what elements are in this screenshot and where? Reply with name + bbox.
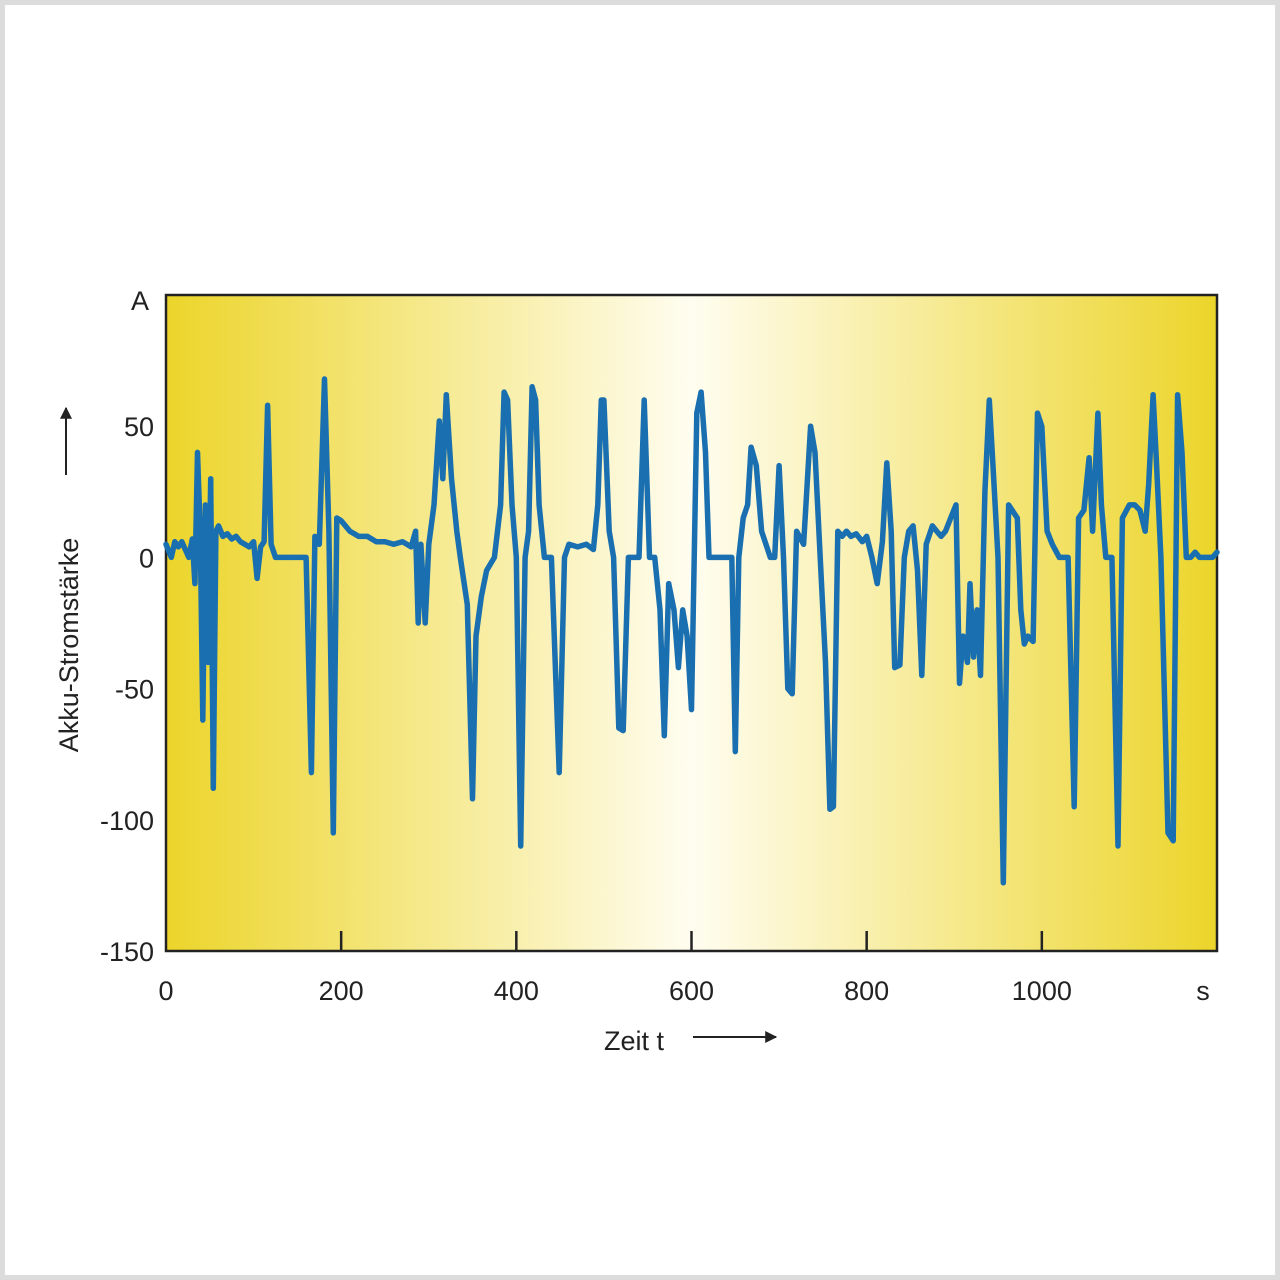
y-tick-label: 50	[124, 412, 154, 442]
x-unit-label: s	[1196, 976, 1210, 1006]
x-axis-ticks: 0 200 400 600 800 1000	[158, 931, 1072, 1006]
y-tick-label: 0	[139, 543, 154, 573]
y-axis-title: Akku-Stromstärke	[54, 406, 84, 753]
y-unit-label: A	[131, 286, 149, 316]
x-tick-label: 200	[319, 976, 364, 1006]
y-tick-label: -50	[115, 675, 154, 705]
x-tick-label: 1000	[1012, 976, 1072, 1006]
y-axis-ticks: 50 0 -50 -100 -150	[100, 412, 154, 967]
x-tick-label: 800	[844, 976, 889, 1006]
y-tick-label: -150	[100, 937, 154, 967]
x-tick-label: 600	[669, 976, 714, 1006]
x-axis-label: Zeit t	[604, 1026, 665, 1056]
y-axis-label: Akku-Stromstärke	[54, 538, 84, 753]
series-line	[163, 376, 1220, 886]
x-axis-title: Zeit t	[604, 1026, 778, 1056]
x-tick-label: 400	[494, 976, 539, 1006]
x-tick-label: 0	[158, 976, 173, 1006]
y-tick-label: -100	[100, 806, 154, 836]
